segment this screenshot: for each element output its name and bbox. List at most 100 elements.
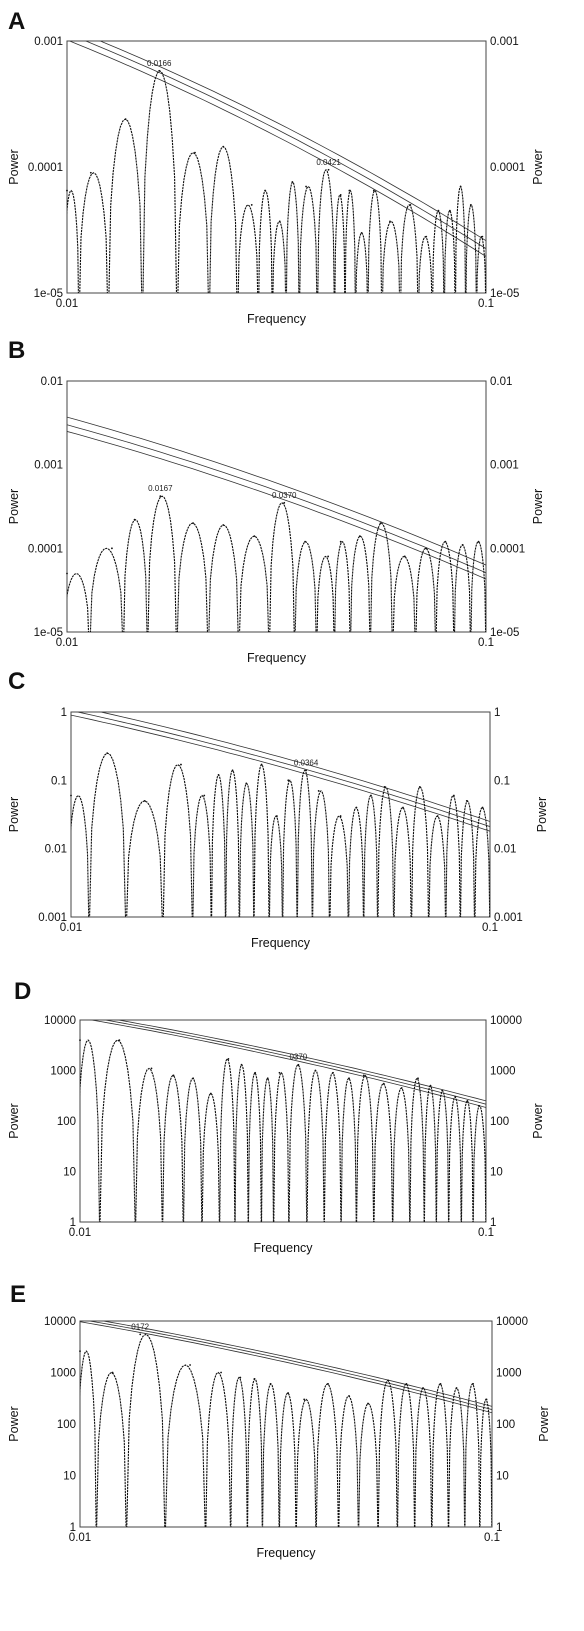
peak-point bbox=[269, 1383, 272, 1385]
peak-point bbox=[240, 1063, 243, 1066]
peak-point bbox=[124, 118, 127, 120]
confidence-line bbox=[84, 41, 486, 249]
x-axis-title: Frequency bbox=[256, 1546, 316, 1560]
peak-point bbox=[360, 231, 363, 234]
x-tick-label: 0.1 bbox=[482, 922, 498, 934]
y-tick-label-right: 1000 bbox=[496, 1368, 522, 1380]
peak-point bbox=[425, 547, 428, 550]
chart-panel-d: D 1 1 10 10 100 100 1000 1000 10000 10000 0.01 0.1 Fr… bbox=[0, 970, 584, 1276]
peak-point bbox=[209, 1092, 212, 1095]
y-tick-label-left: 10 bbox=[63, 1167, 76, 1179]
y-tick-label-right: 10000 bbox=[496, 1316, 528, 1328]
peak-point bbox=[402, 806, 404, 809]
y-tick-label-right: 0.001 bbox=[494, 912, 523, 924]
peak-point bbox=[239, 1376, 242, 1379]
y-tick-label-right: 0.0001 bbox=[490, 543, 525, 555]
peak-point bbox=[150, 1067, 153, 1070]
confidence-line bbox=[99, 712, 490, 822]
peak-point bbox=[304, 540, 306, 543]
peak-point bbox=[477, 1104, 480, 1107]
y-tick-label-right: 1000 bbox=[490, 1066, 516, 1078]
peak-point bbox=[461, 543, 464, 546]
peak-point bbox=[389, 220, 391, 223]
peak-point bbox=[379, 522, 382, 525]
peak-point bbox=[348, 189, 351, 192]
confidence-line bbox=[67, 416, 486, 566]
peak-point bbox=[370, 794, 372, 797]
x-tick-label: 0.01 bbox=[69, 1532, 91, 1544]
peak-point bbox=[303, 1398, 306, 1401]
peak-point bbox=[227, 1057, 230, 1060]
peak-point bbox=[79, 1039, 81, 1041]
peak-point bbox=[403, 555, 406, 558]
peak-point bbox=[418, 786, 421, 788]
peak-point bbox=[192, 522, 195, 525]
peak-point bbox=[275, 815, 278, 817]
x-tick-label: 0.01 bbox=[56, 637, 78, 649]
peak-point bbox=[111, 1371, 114, 1374]
peak-point bbox=[253, 535, 256, 538]
peak-label: 0.0167 bbox=[148, 484, 173, 493]
peak-point bbox=[66, 189, 68, 192]
peak-label: 0.0370 bbox=[272, 491, 297, 500]
y-axis-title-right: Power bbox=[535, 797, 549, 832]
panel-letter: B bbox=[8, 337, 26, 364]
peak-label: 0.0166 bbox=[147, 59, 172, 68]
peak-point bbox=[327, 168, 330, 171]
peak-point bbox=[317, 790, 320, 792]
peak-point bbox=[278, 220, 281, 223]
x-tick-label: 0.01 bbox=[69, 1227, 91, 1239]
plot-frame bbox=[66, 380, 487, 633]
y-tick-label-left: 0.001 bbox=[34, 460, 63, 472]
peak-point bbox=[362, 1074, 365, 1077]
y-axis-title-left: Power bbox=[7, 149, 21, 184]
spectrum-line bbox=[67, 70, 486, 293]
confidence-line bbox=[75, 712, 490, 827]
y-tick-label-right: 1 bbox=[496, 1522, 502, 1534]
peak-point bbox=[382, 1082, 385, 1085]
peak-point bbox=[283, 501, 286, 504]
plot-frame bbox=[70, 711, 491, 918]
peak-point bbox=[466, 1100, 469, 1102]
peak-point bbox=[278, 1071, 281, 1074]
peak-point bbox=[436, 815, 439, 817]
spectrum-line bbox=[67, 495, 486, 632]
peak-point bbox=[180, 763, 182, 766]
plot-svg: 1e-05 1e-05 0.0001 0.0001 0.001 0.001 0.01 0.1 F… bbox=[7, 36, 545, 326]
peak-point bbox=[339, 815, 342, 817]
peak-point bbox=[481, 235, 484, 238]
y-tick-label-right: 0.01 bbox=[494, 844, 516, 856]
peak-point bbox=[454, 1096, 457, 1098]
x-axis-title: Frequency bbox=[251, 936, 311, 950]
y-tick-label-left: 1 bbox=[70, 1522, 76, 1534]
peak-point bbox=[417, 1077, 419, 1080]
confidence-line bbox=[80, 1321, 492, 1414]
peak-point bbox=[472, 1383, 475, 1385]
y-tick-label-left: 1e-05 bbox=[34, 288, 63, 300]
peak-point bbox=[339, 194, 342, 196]
panel-letter: C bbox=[8, 668, 26, 695]
confidence-line bbox=[67, 424, 486, 574]
peak-label: 0.0364 bbox=[294, 758, 319, 767]
confidence-line bbox=[103, 1020, 486, 1105]
y-tick-label-right: 100 bbox=[496, 1419, 515, 1431]
panel-letter: D bbox=[14, 978, 32, 1005]
chart-panel-a: A 1e-05 1e-05 0.0001 0.0001 0.001 0.001 0.01 0.1… bbox=[0, 0, 584, 327]
peak-point bbox=[327, 555, 330, 558]
peak-point bbox=[327, 1383, 329, 1385]
peak-point bbox=[172, 1074, 175, 1077]
y-tick-label-right: 0.1 bbox=[494, 775, 510, 787]
x-axis-title: Frequency bbox=[253, 1241, 313, 1255]
y-tick-label-right: 1e-05 bbox=[490, 288, 519, 300]
y-axis-title-right: Power bbox=[537, 1406, 551, 1441]
y-tick-label-left: 10 bbox=[63, 1471, 76, 1483]
plot-svg: 1 1 10 10 100 100 1000 1000 10000 10000 0.01 0.1 Fre… bbox=[7, 1015, 545, 1255]
plot-frame bbox=[79, 1320, 493, 1528]
peak-point bbox=[297, 1063, 300, 1066]
confidence-line bbox=[99, 41, 486, 242]
peak-point bbox=[372, 189, 375, 192]
peak-point bbox=[250, 204, 253, 206]
peak-point bbox=[260, 763, 263, 766]
peak-point bbox=[203, 794, 206, 797]
peak-point bbox=[444, 540, 447, 543]
